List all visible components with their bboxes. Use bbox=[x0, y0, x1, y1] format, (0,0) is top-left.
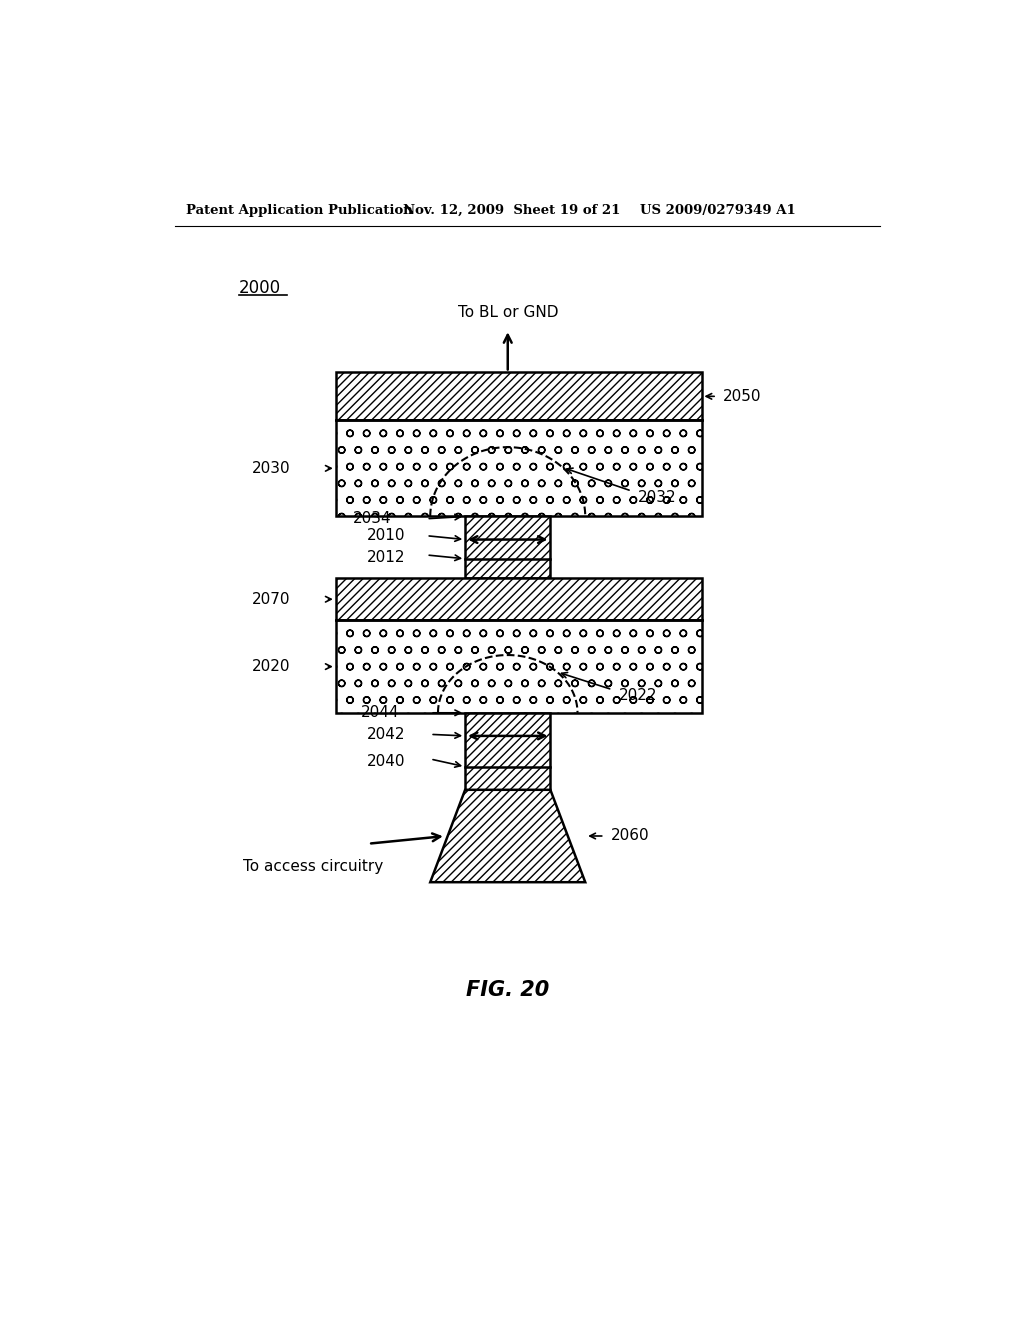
Text: 2050: 2050 bbox=[723, 389, 762, 404]
Text: 2044: 2044 bbox=[360, 705, 399, 721]
Text: 2000: 2000 bbox=[239, 279, 281, 297]
Bar bbox=[465, 713, 550, 789]
Text: 2034: 2034 bbox=[352, 511, 391, 527]
Bar bbox=[465, 516, 550, 578]
Text: 2042: 2042 bbox=[367, 727, 406, 742]
Text: To BL or GND: To BL or GND bbox=[458, 305, 558, 321]
Text: 2012: 2012 bbox=[367, 549, 406, 565]
Text: 2040: 2040 bbox=[367, 754, 406, 768]
Text: 2020: 2020 bbox=[252, 659, 291, 675]
Text: FIG. 20: FIG. 20 bbox=[466, 979, 549, 1001]
Text: To access circuitry: To access circuitry bbox=[243, 859, 383, 874]
Text: 2022: 2022 bbox=[618, 688, 657, 704]
Bar bbox=[336, 420, 701, 516]
Text: 2070: 2070 bbox=[252, 591, 291, 607]
Bar bbox=[336, 578, 701, 620]
Text: Nov. 12, 2009  Sheet 19 of 21: Nov. 12, 2009 Sheet 19 of 21 bbox=[403, 205, 621, 218]
Text: US 2009/0279349 A1: US 2009/0279349 A1 bbox=[640, 205, 796, 218]
Text: 2060: 2060 bbox=[611, 829, 649, 843]
Text: 2030: 2030 bbox=[252, 461, 291, 475]
Bar bbox=[336, 620, 701, 713]
Polygon shape bbox=[430, 789, 586, 882]
Text: 2010: 2010 bbox=[367, 528, 406, 544]
Bar bbox=[336, 372, 701, 420]
Text: 2032: 2032 bbox=[638, 490, 677, 504]
Text: Patent Application Publication: Patent Application Publication bbox=[186, 205, 413, 218]
